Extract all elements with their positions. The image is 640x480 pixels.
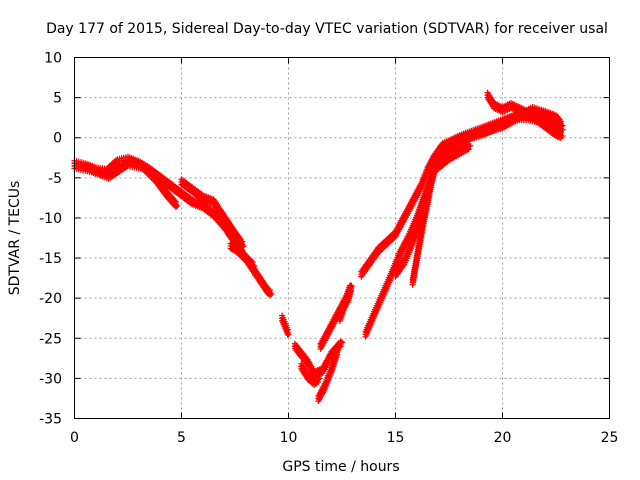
y-tick-label: 10 [44, 51, 62, 67]
x-tick-label: 20 [494, 430, 512, 446]
data-point [174, 202, 181, 209]
data-point [172, 204, 179, 211]
series-track-k [358, 112, 517, 280]
x-tick-label: 25 [601, 430, 619, 446]
y-tick-label: -25 [39, 331, 62, 347]
data-point [337, 343, 344, 350]
y-axis-label: SDTVAR / TECUs [7, 181, 23, 296]
chart-title: Day 177 of 2015, Sidereal Day-to-day VTE… [46, 21, 608, 37]
data-point [239, 243, 246, 250]
data-point [251, 263, 258, 270]
series-track-h [315, 346, 341, 405]
data-point [316, 375, 323, 382]
data-point [339, 339, 345, 346]
data-markers [71, 89, 566, 405]
y-tick-label: -30 [39, 371, 62, 387]
y-tick-label: -15 [39, 251, 62, 267]
data-point [268, 291, 275, 298]
data-point [315, 378, 322, 385]
x-tick-label: 15 [387, 430, 405, 446]
series-track-g [298, 360, 323, 388]
x-axis-ticks: 0 5 10 15 20 25 [70, 57, 619, 446]
data-point [334, 347, 341, 354]
data-point [559, 133, 566, 140]
y-tick-label: -20 [39, 291, 62, 307]
data-point [559, 126, 566, 133]
y-tick-label: -5 [48, 171, 62, 187]
plot-frame [74, 57, 610, 419]
data-point [285, 331, 292, 338]
y-axis-ticks: -35 -30 -25 -20 -15 -10 -5 0 5 10 [39, 51, 610, 428]
series-track-d [227, 240, 258, 271]
data-point [313, 379, 320, 386]
x-axis-label: GPS time / hours [282, 459, 399, 475]
y-tick-label: 5 [53, 91, 62, 107]
series-track-e [279, 312, 292, 338]
y-tick-label: -10 [39, 211, 62, 227]
series-track-n [409, 104, 566, 288]
x-tick-label: 0 [70, 430, 79, 446]
series-track-p [499, 108, 566, 142]
y-tick-label: 0 [53, 131, 62, 147]
x-tick-label: 10 [280, 430, 298, 446]
series-track-b [71, 157, 181, 211]
data-point [348, 283, 355, 290]
data-point [465, 146, 472, 153]
data-point [240, 243, 247, 250]
series-track-j [336, 282, 355, 324]
x-tick-label: 5 [177, 430, 186, 446]
y-tick-label: -35 [39, 412, 62, 428]
data-point [467, 142, 474, 149]
series-track-c [178, 176, 247, 250]
